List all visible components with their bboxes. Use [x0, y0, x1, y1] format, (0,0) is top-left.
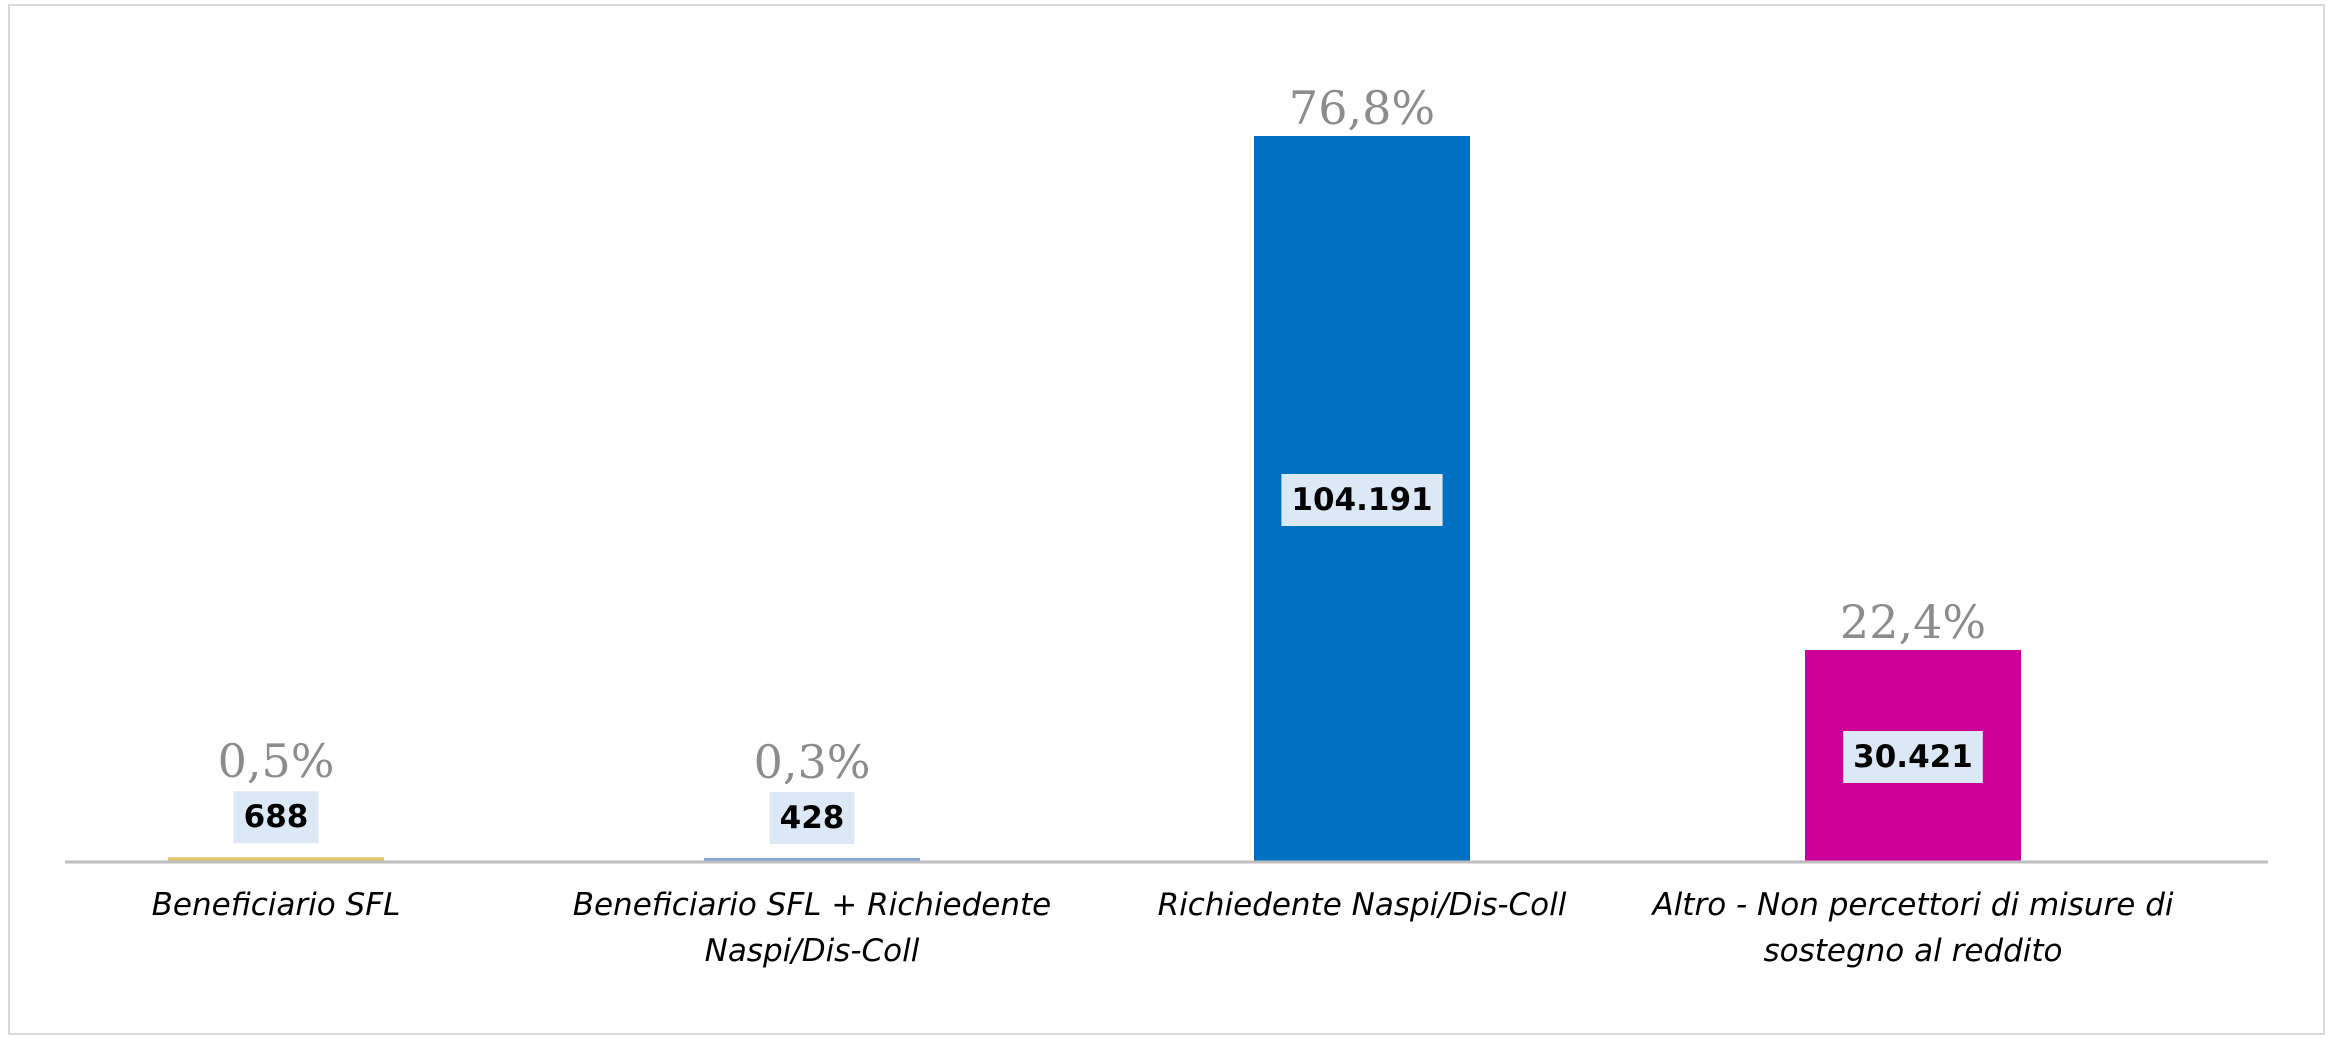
bar-1	[168, 857, 384, 862]
value-label-2: 428	[780, 800, 845, 836]
value-label-4: 30.421	[1853, 739, 1973, 775]
category-label-1: Beneficiario SFL	[152, 887, 401, 923]
value-label-1: 688	[244, 799, 309, 835]
category-label-1-line-1: Beneficiario SFL	[152, 887, 401, 923]
category-label-2-line-2: Naspi/Dis-Coll	[705, 933, 920, 969]
value-label-3: 104.191	[1291, 482, 1432, 518]
category-label-4-line-1: Altro - Non percettori di misure di	[1650, 887, 2173, 923]
category-label-2: Beneficiario SFL + Richiedente Naspi/Dis-…	[573, 887, 1052, 969]
bar-2	[704, 858, 920, 862]
chart-frame: 688 0,5% Beneficiario SFL 428 0,3% Beneficiar…	[8, 4, 2325, 1035]
bar-chart: 688 0,5% Beneficiario SFL 428 0,3% Beneficiar…	[65, 81, 2268, 969]
value-label-box-4	[1843, 731, 1983, 784]
category-label-4-line-2: sostegno al reddito	[1763, 933, 2062, 969]
bars-layer	[168, 136, 2021, 862]
value-label-box-2	[769, 792, 855, 844]
percent-label-4: 22,4%	[1840, 595, 1986, 649]
category-label-4: Altro - Non percettori di misure di soste…	[1650, 887, 2173, 969]
labels-layer: 688 0,5% Beneficiario SFL 428 0,3% Beneficiar…	[152, 81, 2174, 969]
percent-label-1: 0,5%	[218, 734, 335, 788]
category-label-2-line-1: Beneficiario SFL + Richiedente	[573, 887, 1052, 923]
percent-label-3: 76,8%	[1289, 81, 1435, 135]
category-label-3-line-1: Richiedente Naspi/Dis-Coll	[1158, 887, 1567, 923]
value-label-box-3	[1281, 474, 1443, 526]
category-label-3: Richiedente Naspi/Dis-Coll	[1158, 887, 1567, 923]
percent-label-2: 0,3%	[754, 735, 871, 789]
value-label-box-1	[233, 791, 319, 844]
